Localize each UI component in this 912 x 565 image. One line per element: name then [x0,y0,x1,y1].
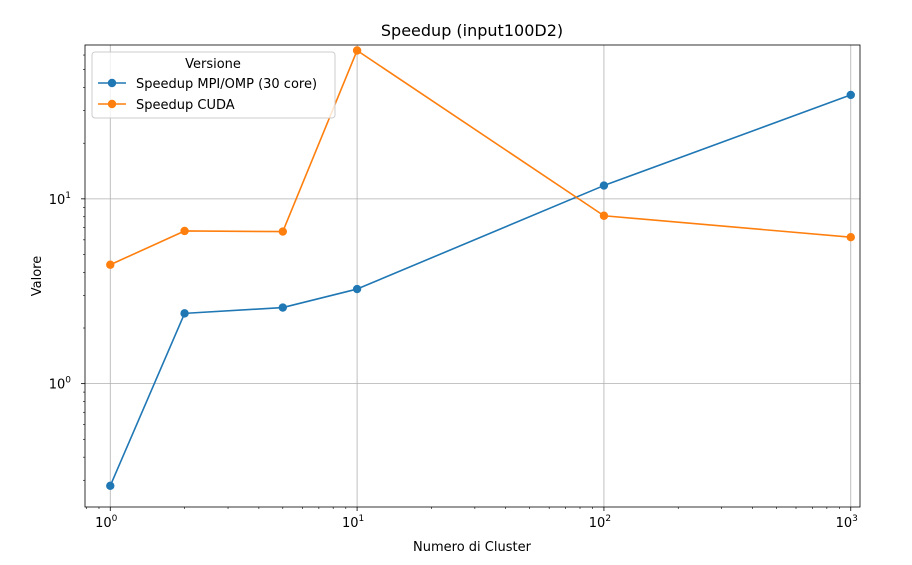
series-point-1 [278,227,287,236]
series-point-0 [352,284,362,294]
series-point-0 [106,481,115,491]
series-point-1 [599,211,609,220]
series-line-0 [109,94,852,487]
x-tick-label: 100 [95,514,118,531]
axes: 100 101 102 103 100 101 [49,54,858,531]
legend-label: Speedup MPI/OMP (30 core) [136,77,317,92]
series-point-0 [180,309,189,318]
y-axis-label: Valore [30,256,45,296]
x-tick-label: 101 [342,514,364,531]
legend-box [91,51,336,119]
x-tick-label: 103 [836,514,858,531]
legend-swatch-marker [107,99,117,109]
series-point-0 [278,303,287,312]
series-line-1 [109,49,851,266]
series-layer [106,46,855,491]
legend-swatch-marker [107,78,117,88]
plot-frame [84,44,861,508]
y-tick-label: 100 [49,376,72,393]
series-point-1 [846,233,855,242]
x-axis-label: Numero di Cluster [413,540,532,555]
x-tick-label: 102 [589,514,611,531]
series-point-0 [599,181,609,190]
series-point-1 [106,260,115,269]
legend-items: Speedup MPI/OMP (30 core) Speedup CUDA [98,77,317,113]
series-point-0 [846,90,855,100]
legend-title: Versione [185,57,241,72]
y-tick-label: 101 [49,191,71,208]
grid [85,45,860,507]
legend: Versione Speedup MPI/OMP (30 core)Speedu… [91,51,336,119]
chart-title: Speedup (input100D2) [381,21,563,40]
series-point-1 [180,226,189,236]
series-point-1 [352,46,362,55]
legend-label: Speedup CUDA [136,98,235,113]
